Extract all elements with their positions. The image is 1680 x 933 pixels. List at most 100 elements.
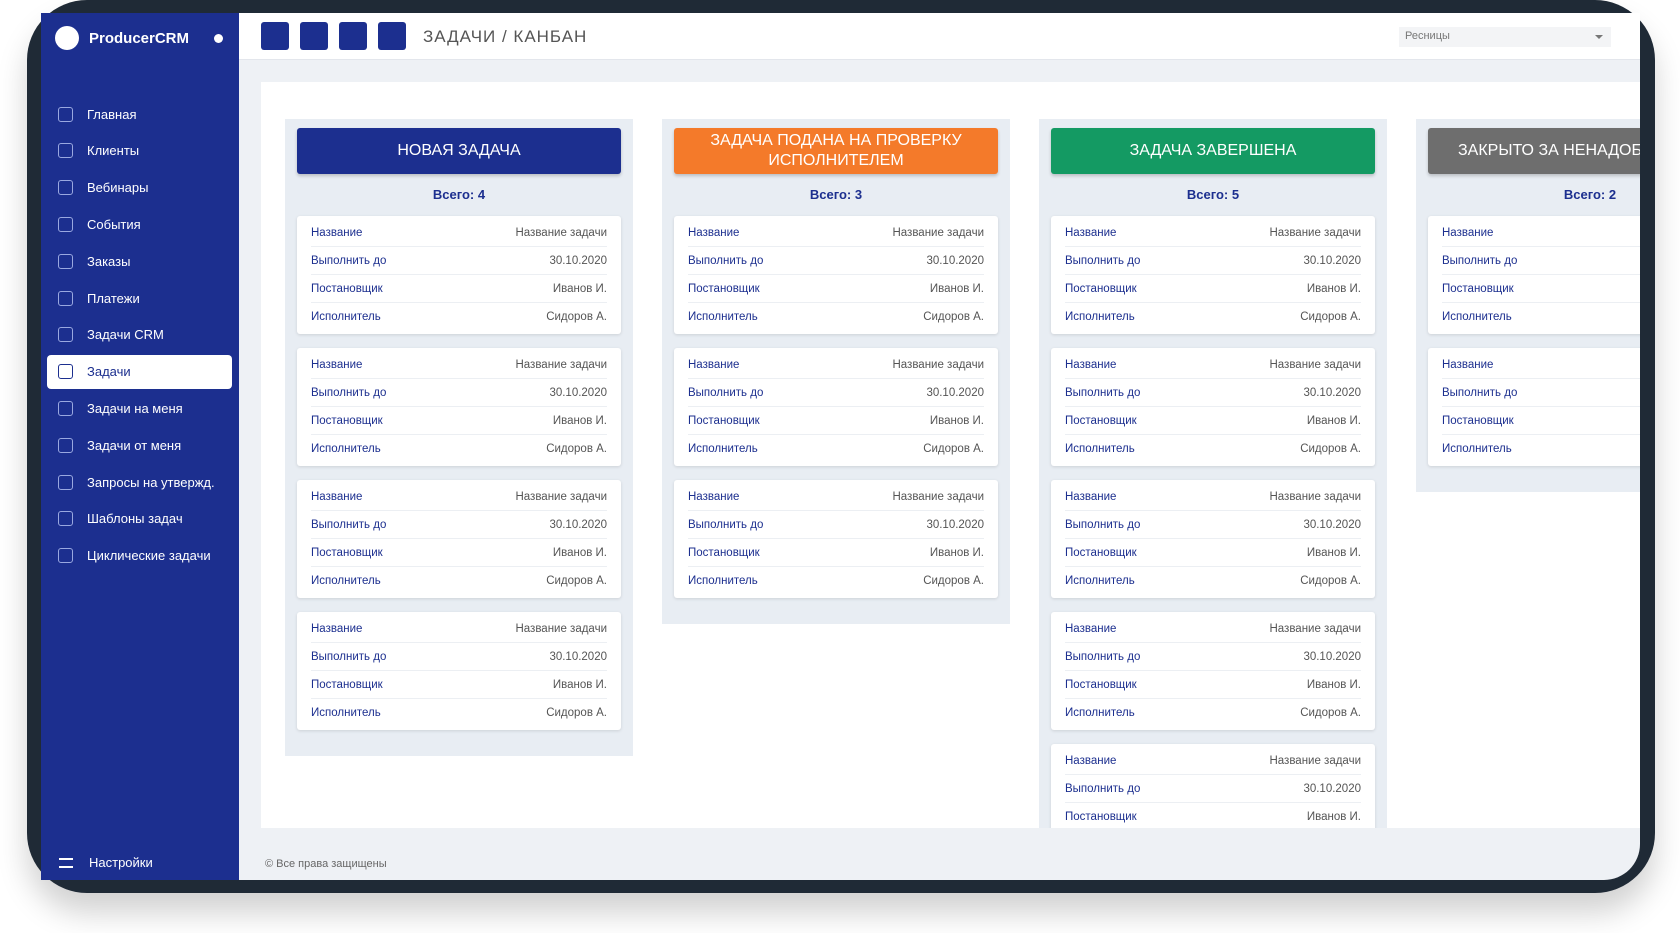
task-card[interactable]: Название Название задачи Выполнить до 30.10… <box>297 348 621 466</box>
card-row: Выполнить до <box>1442 247 1640 275</box>
field-label: Название <box>1442 358 1494 371</box>
task-card[interactable]: Название Название задачи Выполнить до 30.10… <box>1051 480 1375 598</box>
card-row: Исполнитель <box>1442 303 1640 331</box>
kanban-button[interactable] <box>378 22 406 50</box>
sidebar: ProducerCRM Главная Клиенты Вебинары Событи… <box>41 13 239 880</box>
column-header: ЗАКРЫТО ЗА НЕНАДОБНОСТЬЮ <box>1428 128 1640 174</box>
field-label: Название <box>688 490 740 503</box>
menu-icon <box>58 216 73 232</box>
menu-item[interactable]: Задачи от меня <box>47 428 232 462</box>
menu-item[interactable]: События <box>47 207 232 241</box>
menu-item[interactable]: Задачи на меня <box>47 391 232 425</box>
task-card[interactable]: Название Название задачи Выполнить до 30.10… <box>297 480 621 598</box>
settings[interactable]: Настройки <box>59 855 153 870</box>
task-card[interactable]: Название Название задачи Выполнить до 30.10… <box>297 612 621 730</box>
select[interactable]: Ресницы <box>1399 27 1611 47</box>
menu-label: Запросы на утвержд. <box>87 474 215 490</box>
field-label: Выполнить до <box>1442 254 1518 267</box>
card-row: Постановщик <box>1442 407 1640 435</box>
task-card[interactable]: Название Название задачи Выполнить до 30.10… <box>1051 612 1375 730</box>
field-value: Название задачи <box>1269 754 1361 767</box>
card-row: Исполнитель Сидоров А. <box>1065 699 1361 727</box>
card-row: Исполнитель Сидоров А. <box>311 435 607 463</box>
field-value: Иванов И. <box>552 414 607 427</box>
card-row: Выполнить до 30.10.2020 <box>688 511 984 539</box>
field-label: Выполнить до <box>688 386 764 399</box>
field-label: Выполнить до <box>688 518 764 531</box>
kanban-board: НОВАЯ ЗАДАЧА Всего: 4 Название Название зад… <box>261 82 1640 828</box>
settings-label: Настройки <box>89 855 153 870</box>
card-row: Исполнитель Сидоров А. <box>1065 435 1361 463</box>
add-button[interactable] <box>300 22 328 50</box>
field-label: Постановщик <box>688 546 760 559</box>
menu-item[interactable]: Задачи CRM <box>47 318 232 352</box>
card-row: Постановщик Иванов И. <box>311 407 607 435</box>
card-row: Выполнить до 30.10.2020 <box>311 379 607 407</box>
field-value: Название задачи <box>1269 226 1361 239</box>
column-total: Всего: 4 <box>432 187 486 202</box>
field-value: Название задачи <box>1269 622 1361 635</box>
menu-item[interactable]: Задачи <box>47 354 232 389</box>
field-label: Исполнитель <box>1442 311 1512 323</box>
card-row: Выполнить до 30.10.2020 <box>688 379 984 407</box>
task-card[interactable]: Название Название задачи Выполнить до 30.10… <box>1051 348 1375 466</box>
field-label: Выполнить до <box>1065 782 1141 795</box>
field-label: Постановщик <box>1442 282 1514 295</box>
field-value: Сидоров А. <box>1300 707 1361 719</box>
field-label: Исполнитель <box>311 443 381 455</box>
field-value: Сидоров А. <box>1300 311 1361 323</box>
field-label: Исполнитель <box>688 443 758 455</box>
task-card[interactable]: Название Название задачи Выполнить до 30.10… <box>1051 744 1375 828</box>
menu-item[interactable]: Запросы на утвержд. <box>47 465 232 499</box>
menu-icon <box>58 511 73 527</box>
task-card[interactable]: Название Выполнить до Постановщик Исполните… <box>1428 348 1640 466</box>
field-label: Постановщик <box>311 678 383 691</box>
field-value: 30.10.2020 <box>926 518 984 531</box>
field-label: Название <box>311 358 363 371</box>
field-label: Постановщик <box>1065 414 1137 427</box>
task-card[interactable]: Название Название задачи Выполнить до 30.10… <box>674 216 998 334</box>
menu-icon <box>58 364 73 380</box>
menu-item[interactable]: Главная <box>47 97 232 131</box>
field-value: Иванов И. <box>1306 811 1361 823</box>
card-row: Название Название задачи <box>688 351 984 379</box>
menu-item[interactable]: Платежи <box>47 281 232 315</box>
menu-item[interactable]: Циклические задачи <box>47 539 232 573</box>
card-row: Название Название задачи <box>311 219 607 247</box>
card-row: Название Название задачи <box>1065 483 1361 511</box>
field-value: Иванов И. <box>1306 282 1361 295</box>
field-label: Название <box>311 622 363 635</box>
field-value: Название задачи <box>515 490 607 503</box>
task-card[interactable]: Название Название задачи Выполнить до 30.10… <box>1051 216 1375 334</box>
card-row: Постановщик Иванов И. <box>1065 803 1361 828</box>
task-card[interactable]: Название Выполнить до Постановщик Исполните… <box>1428 216 1640 334</box>
filter-button[interactable] <box>261 22 289 50</box>
card-row: Выполнить до 30.10.2020 <box>311 511 607 539</box>
card-row: Исполнитель Сидоров А. <box>1065 303 1361 331</box>
field-label: Выполнить до <box>1065 650 1141 663</box>
field-label: Название <box>1065 490 1117 503</box>
card-row: Исполнитель Сидоров А. <box>688 303 984 331</box>
card-row: Название Название задачи <box>688 483 984 511</box>
menu-item[interactable]: Шаблоны задач <box>47 502 232 536</box>
menu-icon <box>58 106 73 122</box>
menu-item[interactable]: Заказы <box>47 244 232 278</box>
task-card[interactable]: Название Название задачи Выполнить до 30.10… <box>674 480 998 598</box>
card-row: Постановщик Иванов И. <box>1065 407 1361 435</box>
menu-label: Шаблоны задач <box>87 511 183 527</box>
menu-item[interactable]: Клиенты <box>47 134 232 168</box>
field-label: Название <box>1065 622 1117 635</box>
task-card[interactable]: Название Название задачи Выполнить до 30.10… <box>674 348 998 466</box>
menu-label: Клиенты <box>87 143 140 159</box>
card-row: Название Название задачи <box>1065 747 1361 775</box>
menu-icon <box>58 400 73 416</box>
menu-label: Задачи <box>87 364 131 380</box>
card-row: Выполнить до 30.10.2020 <box>311 247 607 275</box>
card-row: Название Название задачи <box>1065 219 1361 247</box>
field-label: Выполнить до <box>1065 518 1141 531</box>
card-row: Постановщик Иванов И. <box>1065 539 1361 567</box>
menu-item[interactable]: Вебинары <box>47 171 232 205</box>
task-card[interactable]: Название Название задачи Выполнить до 30.10… <box>297 216 621 334</box>
list-button[interactable] <box>339 22 367 50</box>
